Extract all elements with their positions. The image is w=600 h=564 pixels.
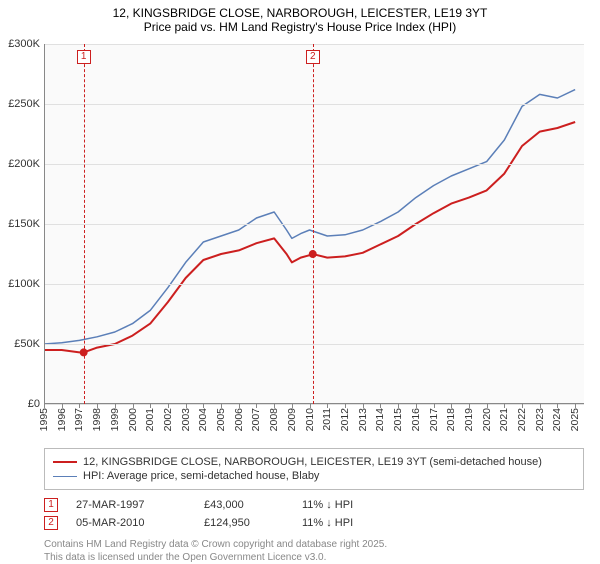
x-tick-label: 1996 <box>56 408 68 431</box>
x-tick-label: 2021 <box>498 408 510 431</box>
sale-row: 1 27-MAR-1997 £43,000 11% ↓ HPI <box>44 496 584 514</box>
sale-row: 2 05-MAR-2010 £124,950 11% ↓ HPI <box>44 514 584 532</box>
sale-marker-line <box>84 44 85 404</box>
x-tick-label: 2022 <box>516 408 528 431</box>
sale-diff: 11% ↓ HPI <box>302 517 353 529</box>
sale-row-badge: 2 <box>44 516 58 530</box>
x-tick-label: 2007 <box>250 408 262 431</box>
legend-item: HPI: Average price, semi-detached house,… <box>53 469 575 483</box>
x-tick-label: 2005 <box>215 408 227 431</box>
x-tick-label: 2016 <box>410 408 422 431</box>
x-tick-label: 2001 <box>144 408 156 431</box>
chart-container: 12, KINGSBRIDGE CLOSE, NARBOROUGH, LEICE… <box>0 0 600 560</box>
x-tick-label: 2025 <box>569 408 581 431</box>
y-tick-label: £50K <box>14 338 44 350</box>
y-tick-label: £150K <box>8 218 44 230</box>
gridline <box>44 344 584 345</box>
x-tick-label: 2020 <box>481 408 493 431</box>
title-block: 12, KINGSBRIDGE CLOSE, NARBOROUGH, LEICE… <box>0 0 600 38</box>
x-tick-label: 2009 <box>286 408 298 431</box>
sale-diff: 11% ↓ HPI <box>302 499 353 511</box>
legend-swatch <box>53 476 77 477</box>
sale-row-badge: 1 <box>44 498 58 512</box>
y-axis <box>44 44 45 404</box>
x-axis-labels: 1995199619971998199920002001200220032004… <box>44 406 584 446</box>
gridline <box>44 224 584 225</box>
x-tick-label: 2010 <box>304 408 316 431</box>
sale-marker-line <box>313 44 314 404</box>
x-tick-label: 2008 <box>268 408 280 431</box>
gridline <box>44 284 584 285</box>
legend-box: 12, KINGSBRIDGE CLOSE, NARBOROUGH, LEICE… <box>44 448 584 490</box>
x-tick-label: 2012 <box>339 408 351 431</box>
title-subtitle: Price paid vs. HM Land Registry's House … <box>10 20 590 34</box>
legend-item: 12, KINGSBRIDGE CLOSE, NARBOROUGH, LEICE… <box>53 455 575 469</box>
sale-price: £124,950 <box>204 517 284 529</box>
copyright-line2: This data is licensed under the Open Gov… <box>44 551 584 564</box>
sale-price: £43,000 <box>204 499 284 511</box>
gridline <box>44 104 584 105</box>
y-tick-label: £250K <box>8 98 44 110</box>
x-tick-label: 2002 <box>162 408 174 431</box>
x-tick-label: 2017 <box>428 408 440 431</box>
sales-table: 1 27-MAR-1997 £43,000 11% ↓ HPI 2 05-MAR-2010… <box>44 496 584 532</box>
x-tick-label: 2006 <box>233 408 245 431</box>
x-axis <box>44 403 584 404</box>
y-tick-label: £300K <box>8 38 44 50</box>
x-tick-label: 2015 <box>392 408 404 431</box>
copyright: Contains HM Land Registry data © Crown c… <box>44 538 584 564</box>
x-tick-label: 2004 <box>197 408 209 431</box>
legend-label: 12, KINGSBRIDGE CLOSE, NARBOROUGH, LEICE… <box>83 456 542 468</box>
x-tick-label: 2023 <box>534 408 546 431</box>
gridline <box>44 404 584 405</box>
gridline <box>44 44 584 45</box>
gridline <box>44 164 584 165</box>
copyright-line1: Contains HM Land Registry data © Crown c… <box>44 538 584 551</box>
x-tick-label: 2003 <box>180 408 192 431</box>
legend-swatch <box>53 461 77 463</box>
x-tick-label: 2011 <box>321 408 333 431</box>
x-tick-label: 2013 <box>357 408 369 431</box>
y-tick-label: £200K <box>8 158 44 170</box>
x-tick-label: 2014 <box>374 408 386 431</box>
x-tick-label: 1997 <box>73 408 85 431</box>
legend-label: HPI: Average price, semi-detached house,… <box>83 470 319 482</box>
x-tick-label: 1998 <box>91 408 103 431</box>
title-address: 12, KINGSBRIDGE CLOSE, NARBOROUGH, LEICE… <box>10 6 590 20</box>
sale-marker-badge: 1 <box>77 50 91 64</box>
x-tick-label: 2000 <box>127 408 139 431</box>
series-hpi <box>44 90 575 344</box>
chart-footer: 12, KINGSBRIDGE CLOSE, NARBOROUGH, LEICE… <box>44 448 584 564</box>
series-price_paid <box>44 122 575 352</box>
x-tick-label: 1999 <box>109 408 121 431</box>
sale-date: 27-MAR-1997 <box>76 499 186 511</box>
y-tick-label: £100K <box>8 278 44 290</box>
sale-marker-badge: 2 <box>306 50 320 64</box>
x-tick-label: 2019 <box>463 408 475 431</box>
x-tick-label: 1995 <box>38 408 50 431</box>
x-tick-label: 2024 <box>551 408 563 431</box>
sale-date: 05-MAR-2010 <box>76 517 186 529</box>
chart-plot-area: £0£50K£100K£150K£200K£250K£300K12 <box>44 44 584 404</box>
x-tick-label: 2018 <box>445 408 457 431</box>
